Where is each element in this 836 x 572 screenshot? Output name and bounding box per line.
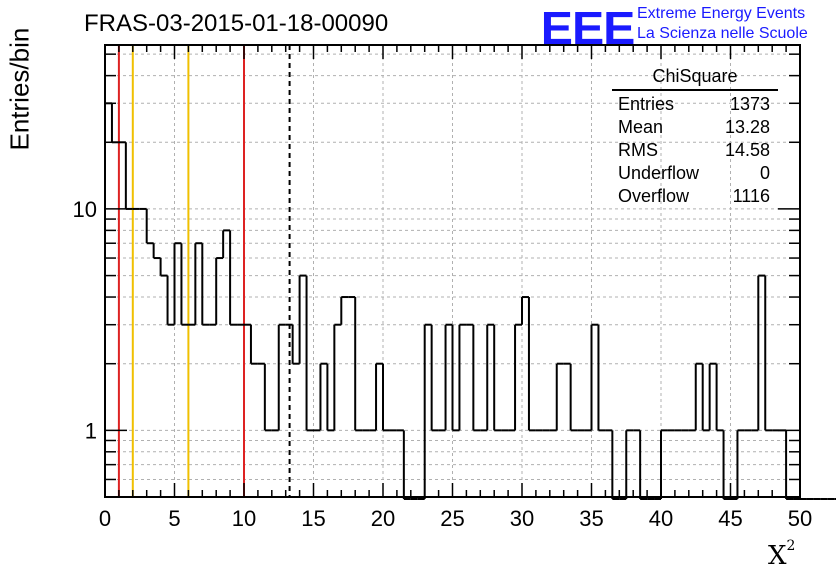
x-axis-label-text: X bbox=[768, 541, 787, 571]
x-tick-label: 0 bbox=[99, 506, 111, 531]
x-axis-label-sup: 2 bbox=[786, 538, 796, 554]
logo-line-1: Extreme Energy Events bbox=[637, 5, 806, 22]
stats-value: 0 bbox=[759, 163, 770, 183]
stats-label: Entries bbox=[618, 94, 675, 114]
stats-value: 13.28 bbox=[724, 117, 770, 137]
stats-value: 1116 bbox=[732, 186, 770, 206]
x-tick-label: 40 bbox=[649, 506, 673, 531]
x-tick-label: 25 bbox=[440, 506, 464, 531]
x-axis-label: X2 bbox=[768, 538, 795, 571]
stats-row-mean: Mean 13.28 bbox=[612, 116, 778, 139]
y-tick-label: 1 bbox=[85, 418, 97, 443]
plot-title: FRAS-03-2015-01-18-00090 bbox=[84, 10, 389, 37]
stats-box: ChiSquare Entries 1373 Mean 13.28 RMS 14.58… bbox=[612, 66, 778, 208]
stats-row-rms: RMS 14.58 bbox=[612, 139, 778, 162]
x-tick-label: 10 bbox=[232, 506, 256, 531]
y-axis-label: Entries/bin bbox=[4, 27, 35, 151]
stats-value: 1373 bbox=[729, 94, 770, 114]
stats-row-overflow: Overflow 1116 bbox=[612, 185, 778, 208]
x-tick-label: 20 bbox=[371, 506, 395, 531]
x-tick-label: 15 bbox=[301, 506, 325, 531]
stats-label: Overflow bbox=[618, 186, 690, 206]
stats-label: Mean bbox=[618, 117, 664, 137]
stats-title: ChiSquare bbox=[612, 66, 778, 91]
x-tick-label: 30 bbox=[510, 506, 534, 531]
stats-row-underflow: Underflow 0 bbox=[612, 162, 778, 185]
stats-label: RMS bbox=[618, 140, 658, 160]
y-tick-label: 10 bbox=[73, 197, 97, 222]
eee-logo: EEE bbox=[540, 2, 636, 54]
x-tick-label: 5 bbox=[168, 506, 180, 531]
logo-line-2: La Scienza nelle Scuole bbox=[637, 25, 808, 42]
stats-label: Underflow bbox=[618, 163, 700, 183]
x-tick-label: 45 bbox=[718, 506, 742, 531]
stats-row-entries: Entries 1373 bbox=[612, 93, 778, 116]
x-tick-label: 35 bbox=[579, 506, 603, 531]
x-tick-label: 50 bbox=[788, 506, 812, 531]
stats-value: 14.58 bbox=[724, 140, 770, 160]
